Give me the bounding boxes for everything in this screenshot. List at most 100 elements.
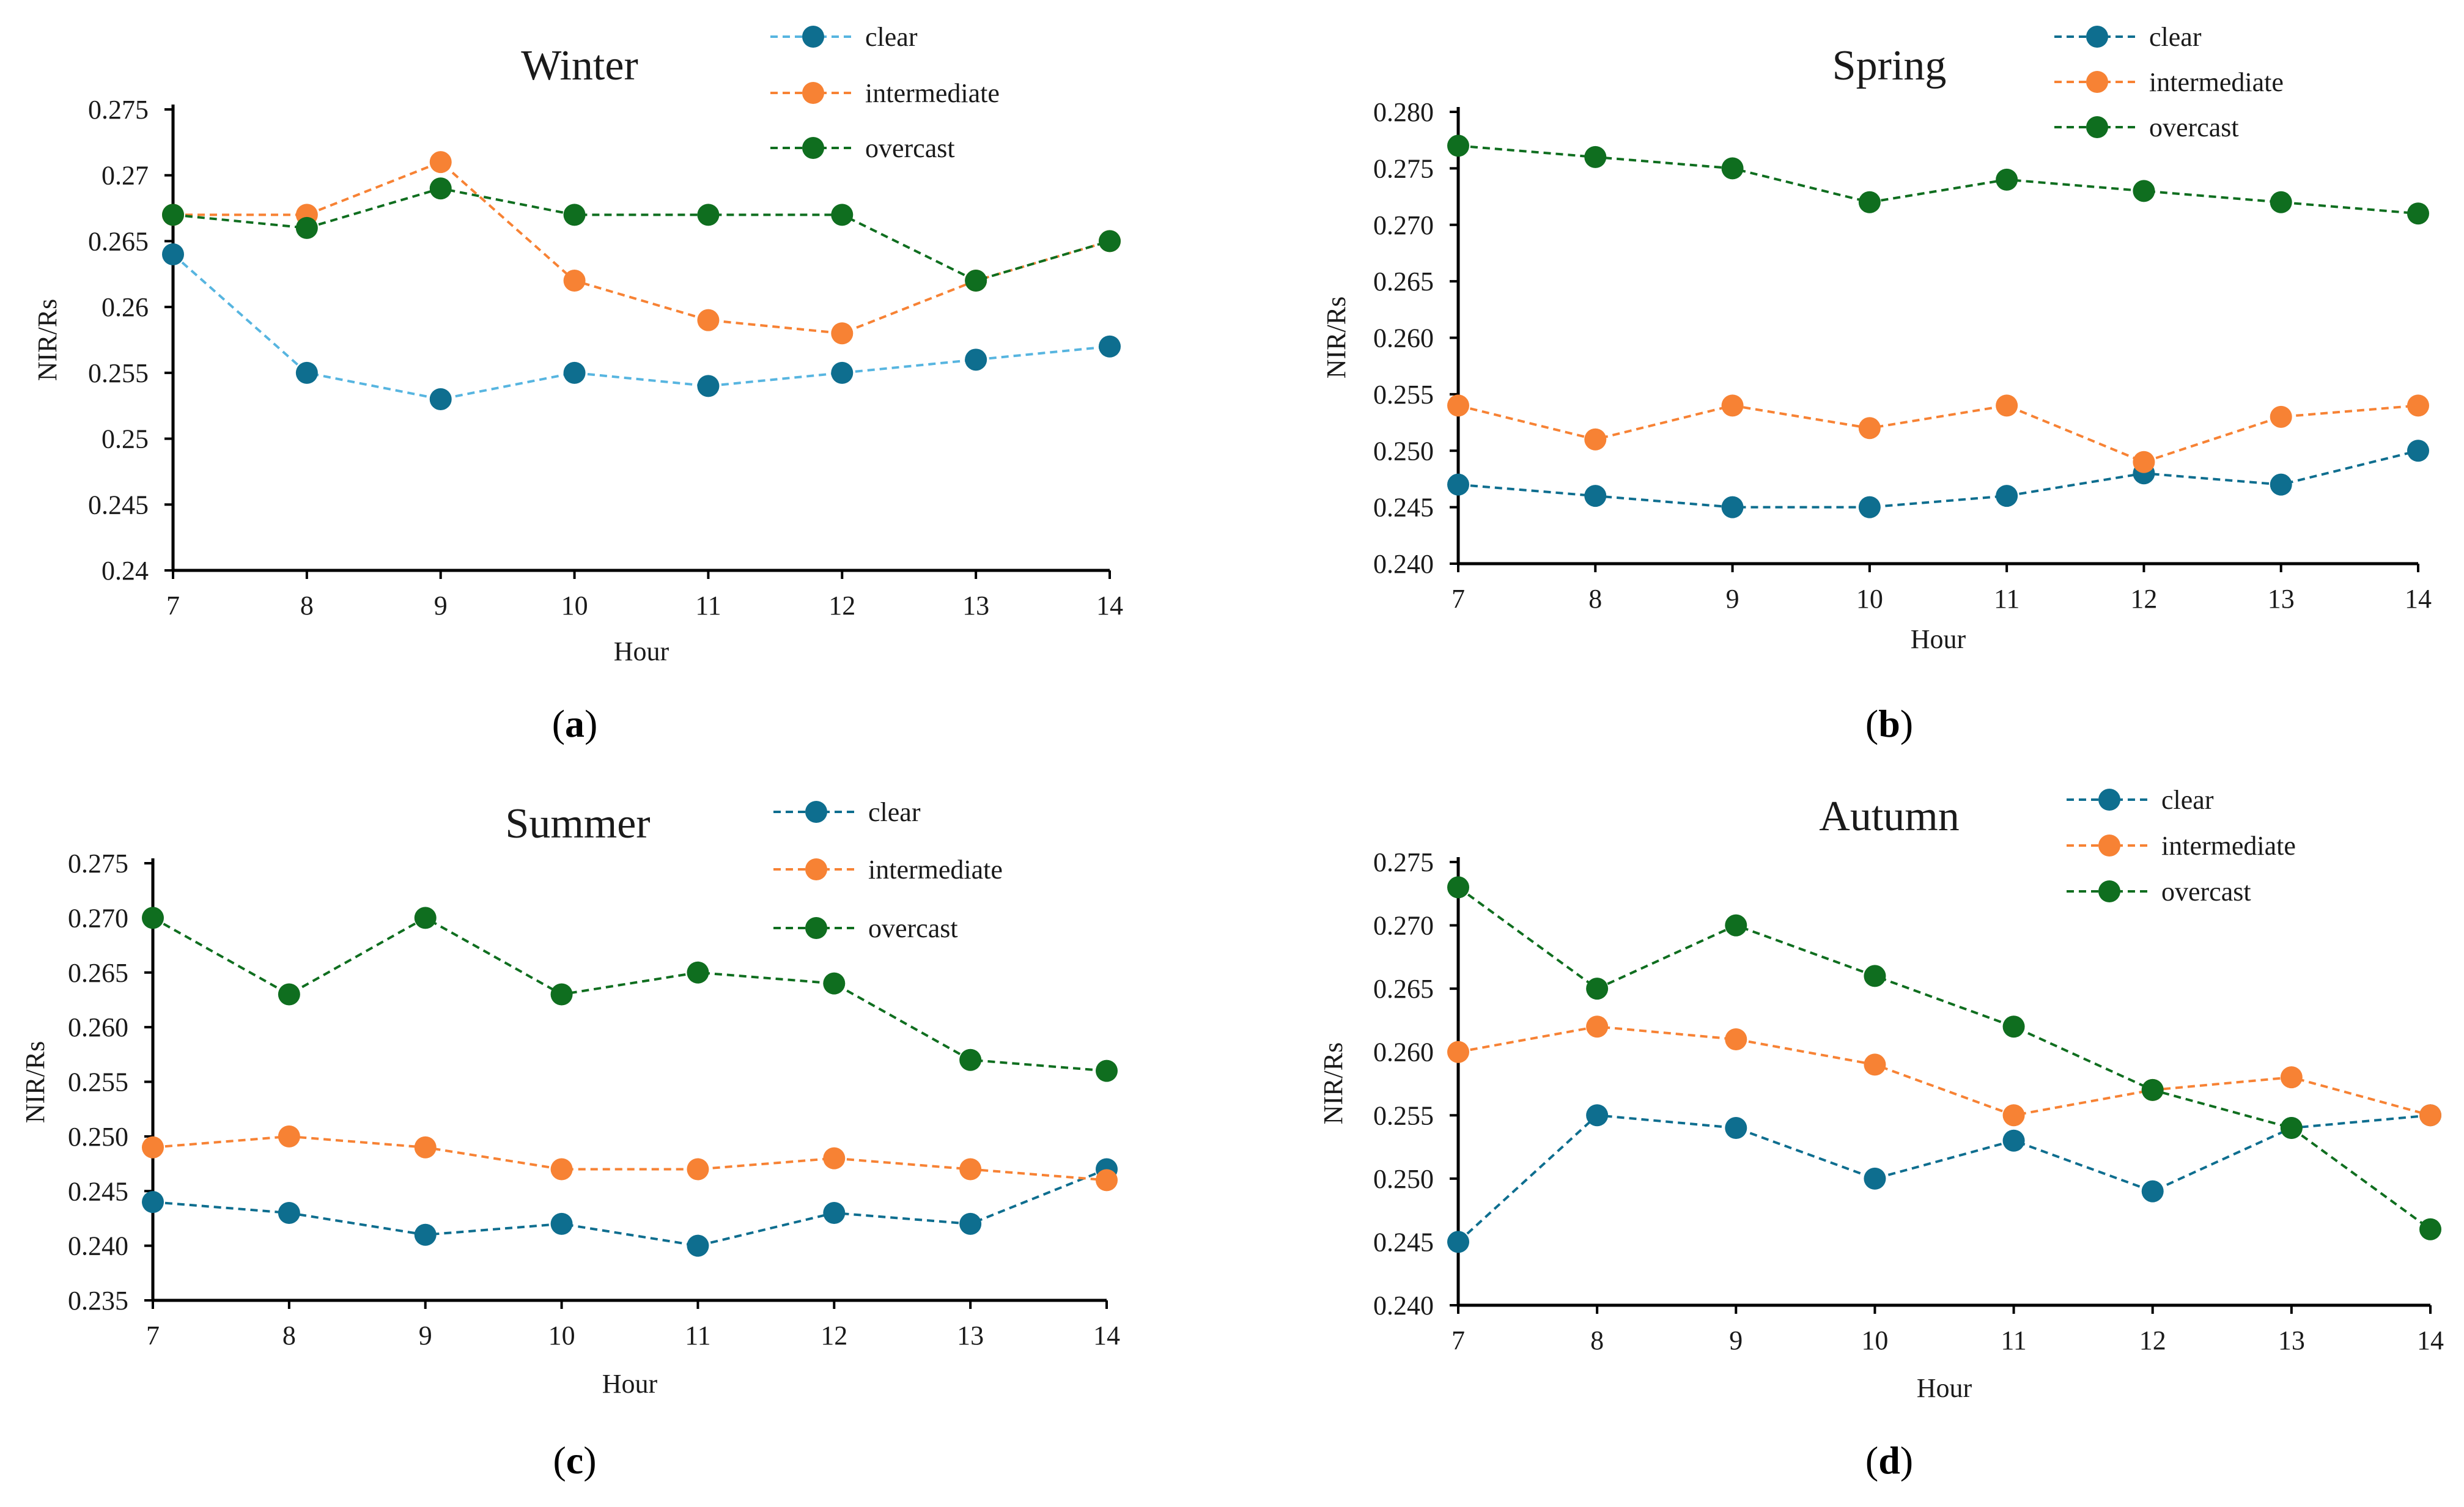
caption-letter: b xyxy=(1878,702,1900,745)
y-tick-label: 0.245 xyxy=(1373,1227,1434,1257)
data-point-overcast xyxy=(2133,180,2155,202)
data-point-overcast xyxy=(1099,230,1121,252)
caption-close: ) xyxy=(585,702,597,745)
y-tick-label: 0.275 xyxy=(1373,847,1434,877)
series-intermediate xyxy=(142,1125,1118,1192)
data-point-intermediate xyxy=(1096,1169,1118,1192)
data-point-overcast xyxy=(429,177,452,200)
legend-swatch-marker xyxy=(805,801,827,823)
y-axis-label: NIR/Rs xyxy=(1318,1042,1348,1124)
caption-letter: c xyxy=(566,1439,583,1482)
x-tick-label: 11 xyxy=(2001,1325,2026,1355)
data-point-intermediate xyxy=(414,1136,437,1159)
caption-close: ) xyxy=(1900,702,1913,745)
data-point-clear xyxy=(295,361,318,384)
series-line-intermediate xyxy=(1458,1025,2431,1117)
y-tick-label: 0.265 xyxy=(68,958,128,988)
data-point-overcast xyxy=(1864,965,1886,987)
chart-title: Spring xyxy=(1832,42,1947,89)
legend-label: overcast xyxy=(865,133,955,163)
x-tick-label: 11 xyxy=(695,591,721,621)
data-point-overcast xyxy=(162,204,184,226)
x-tick-label: 12 xyxy=(828,591,855,621)
x-tick-label: 13 xyxy=(957,1321,984,1350)
data-point-overcast xyxy=(1584,146,1607,168)
data-point-clear xyxy=(1586,1104,1609,1127)
legend-label: overcast xyxy=(2161,877,2251,907)
y-axis-label: NIR/Rs xyxy=(1321,297,1351,378)
series-line-intermediate xyxy=(152,1135,1107,1182)
legend-swatch-marker xyxy=(2086,71,2108,93)
y-tick-label: 0.275 xyxy=(68,849,128,879)
data-point-overcast xyxy=(414,907,437,929)
legend-label: intermediate xyxy=(865,78,1000,108)
legend-item-overcast: overcast xyxy=(770,133,955,163)
y-tick-label: 0.27 xyxy=(101,161,149,191)
x-tick-label: 13 xyxy=(2278,1325,2305,1355)
data-point-intermediate xyxy=(1447,394,1469,417)
data-point-overcast xyxy=(1447,876,1469,899)
panel-caption: (d) xyxy=(1865,1439,1913,1482)
data-point-overcast xyxy=(2002,1015,2025,1038)
x-tick-label: 7 xyxy=(1451,1325,1465,1355)
legend-label: intermediate xyxy=(868,855,1003,885)
legend-label: clear xyxy=(2149,22,2202,52)
data-point-overcast xyxy=(278,983,300,1006)
series-line-intermediate xyxy=(173,160,1110,335)
y-tick-label: 0.26 xyxy=(101,292,149,322)
data-point-overcast xyxy=(1996,168,2018,191)
data-point-intermediate xyxy=(697,309,720,331)
y-tick-label: 0.265 xyxy=(88,226,149,256)
x-tick-label: 7 xyxy=(166,591,180,621)
x-tick-label: 13 xyxy=(2268,584,2295,614)
data-point-overcast xyxy=(831,204,854,226)
x-tick-label: 12 xyxy=(2130,584,2157,614)
data-point-overcast xyxy=(687,961,709,984)
data-point-intermediate xyxy=(1586,1015,1609,1038)
data-point-clear xyxy=(2270,473,2292,496)
data-point-overcast xyxy=(2407,202,2429,225)
series-clear xyxy=(162,243,1121,410)
data-point-clear xyxy=(823,1202,846,1224)
series-overcast xyxy=(1447,134,2429,225)
y-tick-label: 0.265 xyxy=(1373,974,1434,1004)
legend-item-clear: clear xyxy=(2054,22,2202,52)
y-tick-label: 0.250 xyxy=(1373,436,1434,466)
series-line-intermediate xyxy=(1458,404,2419,463)
x-tick-label: 11 xyxy=(1994,584,2020,614)
y-tick-label: 0.240 xyxy=(1373,549,1434,579)
data-point-intermediate xyxy=(278,1125,300,1148)
data-point-overcast xyxy=(295,216,318,239)
data-point-intermediate xyxy=(2407,394,2429,417)
legend-swatch-marker xyxy=(805,917,827,939)
legend-label: overcast xyxy=(2149,112,2239,142)
caption-open: ( xyxy=(552,702,565,745)
data-point-intermediate xyxy=(2270,405,2292,428)
data-point-clear xyxy=(1996,485,2018,507)
legend-swatch-marker xyxy=(2098,835,2120,857)
y-axis-label: NIR/Rs xyxy=(32,299,62,381)
data-point-clear xyxy=(1447,473,1469,496)
data-point-intermediate xyxy=(1996,394,2018,417)
legend-label: clear xyxy=(868,797,921,827)
data-point-overcast xyxy=(2280,1117,2303,1139)
panel-caption: (b) xyxy=(1865,702,1913,745)
x-tick-label: 14 xyxy=(1093,1321,1120,1350)
legend-item-intermediate: intermediate xyxy=(2067,831,2296,861)
caption-open: ( xyxy=(1865,702,1878,745)
legend-swatch-marker xyxy=(802,26,824,48)
y-tick-label: 0.255 xyxy=(1373,380,1434,410)
data-point-clear xyxy=(959,1212,982,1235)
x-tick-label: 7 xyxy=(146,1321,160,1350)
series-line-overcast xyxy=(1458,144,2419,215)
caption-open: ( xyxy=(1865,1439,1878,1482)
y-tick-label: 0.270 xyxy=(1373,911,1434,941)
legend-label: intermediate xyxy=(2161,831,2296,861)
legend-swatch-marker xyxy=(802,82,824,104)
x-tick-label: 14 xyxy=(2417,1325,2444,1355)
x-tick-label: 9 xyxy=(419,1321,432,1350)
data-point-clear xyxy=(965,348,987,371)
x-tick-label: 10 xyxy=(561,591,588,621)
data-point-clear xyxy=(2141,1180,2164,1203)
